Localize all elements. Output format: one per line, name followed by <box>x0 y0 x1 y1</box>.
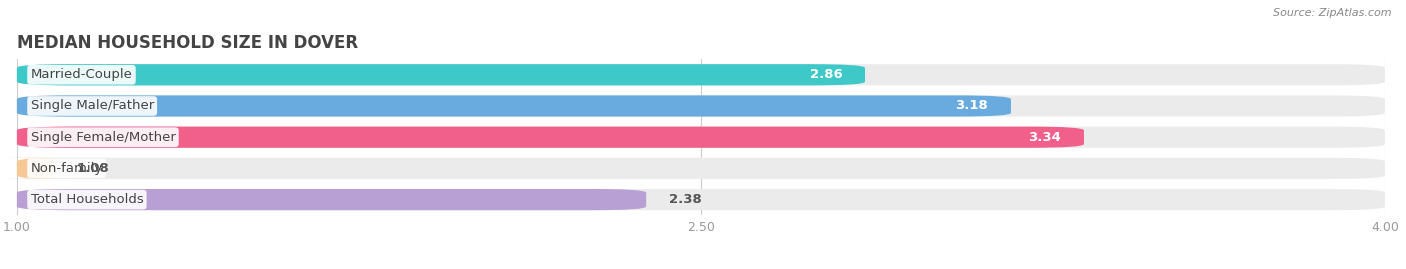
FancyBboxPatch shape <box>17 95 1385 116</box>
FancyBboxPatch shape <box>17 127 1385 148</box>
FancyBboxPatch shape <box>17 158 1385 179</box>
Text: 1.08: 1.08 <box>76 162 108 175</box>
FancyBboxPatch shape <box>17 95 1011 116</box>
Text: Total Households: Total Households <box>31 193 143 206</box>
FancyBboxPatch shape <box>17 189 647 210</box>
Text: 2.86: 2.86 <box>810 68 842 81</box>
Text: Single Male/Father: Single Male/Father <box>31 100 153 112</box>
Text: MEDIAN HOUSEHOLD SIZE IN DOVER: MEDIAN HOUSEHOLD SIZE IN DOVER <box>17 34 359 52</box>
Text: Non-family: Non-family <box>31 162 103 175</box>
FancyBboxPatch shape <box>17 127 1084 148</box>
Text: Single Female/Mother: Single Female/Mother <box>31 131 176 144</box>
FancyBboxPatch shape <box>17 64 1385 85</box>
FancyBboxPatch shape <box>17 64 865 85</box>
Text: Source: ZipAtlas.com: Source: ZipAtlas.com <box>1274 8 1392 18</box>
FancyBboxPatch shape <box>0 158 72 179</box>
Text: 2.38: 2.38 <box>669 193 702 206</box>
Text: 3.18: 3.18 <box>956 100 988 112</box>
Text: 3.34: 3.34 <box>1028 131 1062 144</box>
FancyBboxPatch shape <box>17 189 1385 210</box>
Text: Married-Couple: Married-Couple <box>31 68 132 81</box>
